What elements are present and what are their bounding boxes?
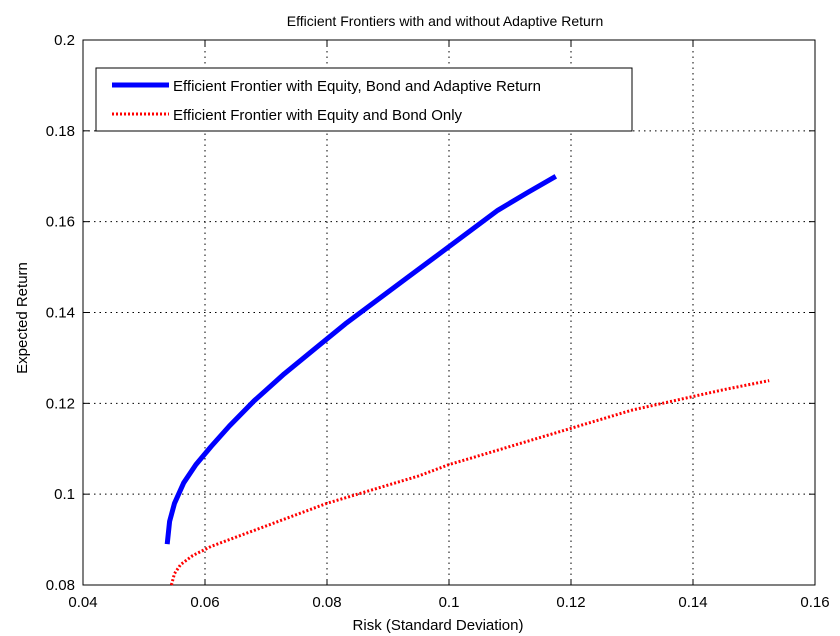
legend: Efficient Frontier with Equity, Bond and… [95, 67, 633, 132]
y-tick-label: 0.1 [54, 486, 75, 503]
x-tick-label: 0.04 [68, 594, 97, 611]
x-tick-label: 0.06 [190, 594, 219, 611]
axis-ticks: 0.04 0.06 0.08 0.1 0.12 0.14 0.16 0.08 0.1 0.12 0.… [46, 32, 830, 611]
x-tick-label: 0.1 [439, 594, 460, 611]
x-tick-label: 0.12 [556, 594, 585, 611]
series-line-equity-bond [169, 379, 770, 586]
legend-label-adaptive: Efficient Frontier with Equity, Bond and… [173, 78, 541, 95]
series-lines [164, 174, 770, 586]
y-tick-label: 0.14 [46, 305, 75, 322]
legend-box [95, 67, 633, 132]
y-axis-title: Expected Return [14, 262, 31, 374]
x-tick-label: 0.14 [678, 594, 707, 611]
chart-title: Efficient Frontiers with and without Ada… [287, 13, 603, 29]
y-tick-label: 0.12 [46, 395, 75, 412]
legend-label-equity-bond: Efficient Frontier with Equity and Bond … [173, 107, 463, 124]
x-tick-label: 0.16 [800, 594, 829, 611]
y-tick-label: 0.18 [46, 123, 75, 140]
y-tick-label: 0.2 [54, 32, 75, 49]
x-tick-label: 0.08 [312, 594, 341, 611]
series-line-adaptive [164, 174, 558, 545]
x-axis-title: Risk (Standard Deviation) [353, 617, 524, 634]
y-tick-label: 0.08 [46, 577, 75, 594]
y-tick-label: 0.16 [46, 214, 75, 231]
